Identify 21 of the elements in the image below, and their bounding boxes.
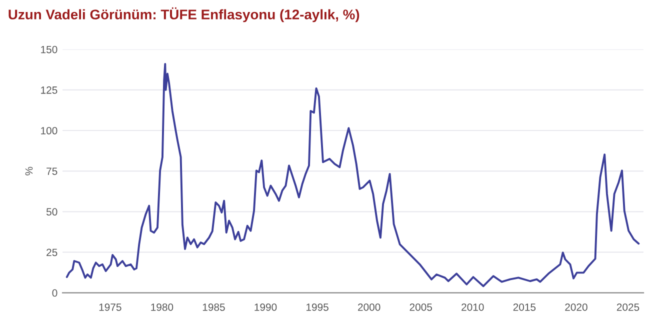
- x-tick-label: 2005: [410, 304, 432, 311]
- y-tick-label: 50: [46, 208, 58, 216]
- x-tick-label: 2025: [616, 304, 640, 311]
- x-tick-label: 2020: [565, 304, 588, 311]
- y-tick-label: 25: [46, 248, 58, 256]
- y-tick-label: 75: [46, 168, 58, 175]
- x-tick-label: 1995: [306, 304, 328, 311]
- x-tick-label: 1975: [99, 304, 122, 311]
- chart-title: Uzun Vadeli Görünüm: TÜFE Enflasyonu (12-aylık, %): [8, 7, 360, 22]
- x-tick-label: 1980: [151, 304, 174, 311]
- x-tick-label: 2000: [358, 304, 380, 311]
- x-tick-label: 2010: [462, 304, 484, 311]
- line-series: [66, 62, 640, 288]
- y-axis-title: %: [25, 166, 33, 176]
- y-tick-label: 150: [41, 46, 58, 54]
- y-tick-label: 100: [41, 127, 58, 134]
- y-tick-label: 0: [52, 289, 58, 297]
- y-tick-label: 125: [41, 86, 58, 94]
- x-tick-label: 1990: [254, 304, 277, 311]
- x-tick-label: 2015: [513, 304, 536, 311]
- x-tick-label: 1985: [202, 304, 225, 311]
